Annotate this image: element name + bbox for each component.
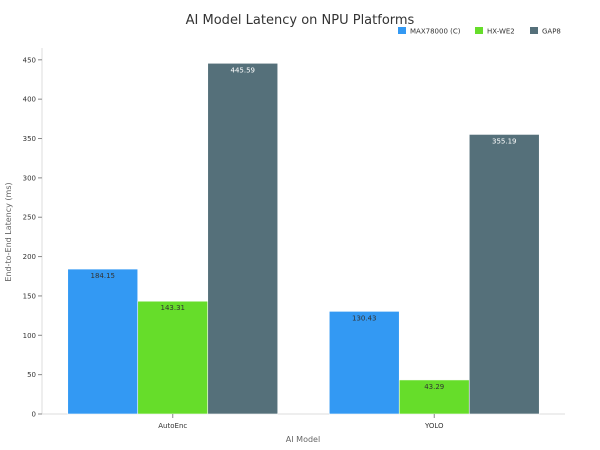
y-tick-label: 0 <box>32 411 36 419</box>
x-axis-title: AI Model <box>286 435 320 444</box>
bar-labels: 184.15 143.31 445.59 130.43 43.29 355.19 <box>91 66 517 391</box>
bar-value-label: 184.15 <box>91 272 116 280</box>
y-tick-label: 50 <box>27 371 36 379</box>
bar <box>67 268 139 415</box>
y-tick-label: 300 <box>23 174 36 182</box>
x-axis-ticks: AutoEnc YOLO <box>158 414 444 430</box>
x-tick-label: AutoEnc <box>158 422 187 430</box>
y-tick-label: 450 <box>23 56 36 64</box>
legend: MAX78000 (C) HX-WE2 GAP8 <box>398 27 561 36</box>
y-tick-label: 150 <box>23 292 36 300</box>
bar <box>468 134 540 415</box>
legend-label: MAX78000 (C) <box>410 28 461 36</box>
legend-swatch <box>530 27 538 34</box>
y-tick-label: 400 <box>23 96 36 104</box>
y-tick-label: 100 <box>23 332 36 340</box>
legend-swatch <box>398 27 406 34</box>
bar <box>137 300 209 415</box>
x-tick-label: YOLO <box>424 422 444 430</box>
y-tick-label: 350 <box>23 135 36 143</box>
bar-value-label: 445.59 <box>231 66 256 74</box>
chart-title: AI Model Latency on NPU Platforms <box>186 13 415 28</box>
plot-area: 0 50 100 150 200 250 300 350 400 450 184.15 143.31… <box>23 48 565 430</box>
bar-value-label: 130.43 <box>352 314 377 322</box>
legend-swatch <box>475 27 483 34</box>
bars <box>67 62 540 415</box>
bar <box>328 311 400 415</box>
bar <box>207 62 279 415</box>
bar-value-label: 143.31 <box>161 304 186 312</box>
y-tick-label: 250 <box>23 214 36 222</box>
y-axis-ticks: 0 50 100 150 200 250 300 350 400 450 <box>23 56 42 419</box>
bar <box>398 379 470 415</box>
legend-label: HX-WE2 <box>487 28 515 36</box>
y-tick-label: 200 <box>23 253 36 261</box>
legend-label: GAP8 <box>542 28 561 36</box>
bar-value-label: 355.19 <box>492 137 517 145</box>
y-axis-title: End-to-End Latency (ms) <box>4 182 13 281</box>
bar-value-label: 43.29 <box>424 383 444 391</box>
